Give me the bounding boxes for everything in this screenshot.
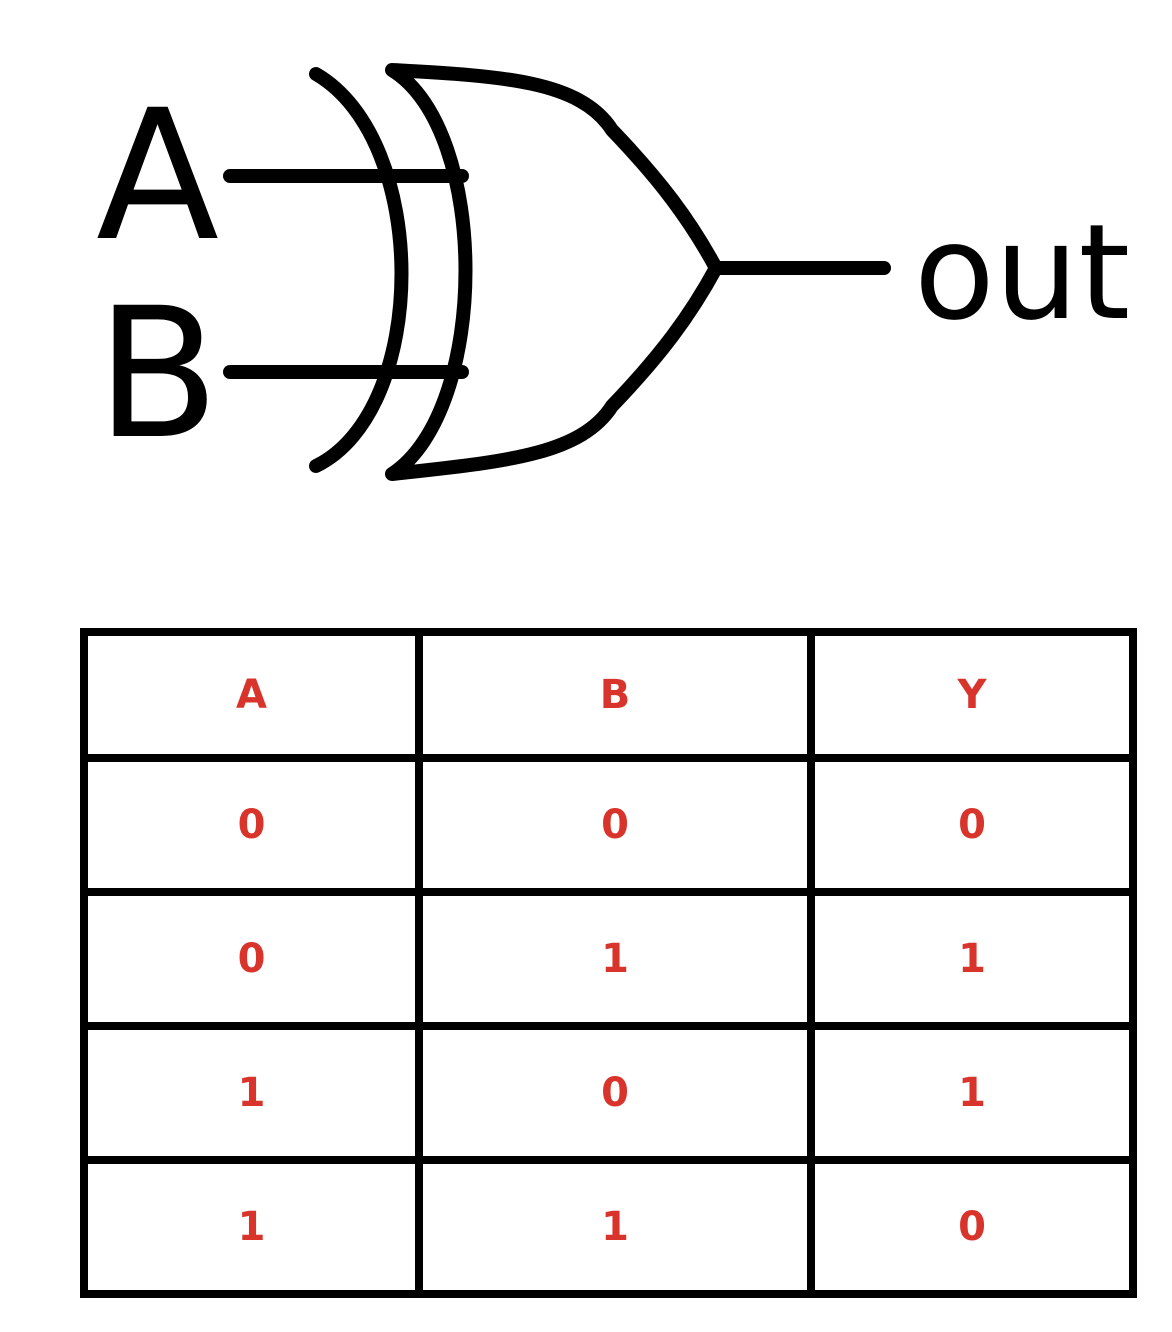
table-cell: 0 [807, 754, 1137, 896]
table-cell: 1 [80, 1022, 423, 1164]
table-cell: 0 [807, 1156, 1137, 1298]
output-label: out [914, 196, 1130, 350]
table-header-row: A B Y [80, 628, 1137, 762]
table-cell: 1 [807, 888, 1137, 1030]
table-row: 1 1 0 [80, 1156, 1137, 1298]
xor-input-curve [309, 67, 409, 473]
table-cell: 1 [807, 1022, 1137, 1164]
table-row: 0 0 0 [80, 754, 1137, 896]
table-cell: 1 [415, 888, 815, 1030]
header-cell-a: A [80, 628, 423, 762]
table-cell: 0 [415, 754, 815, 896]
input-a-label: A [96, 72, 219, 281]
header-cell-b: B [415, 628, 815, 762]
xor-gate-diagram: A B out [96, 63, 1130, 481]
table-cell: 0 [80, 754, 423, 896]
table-cell: 1 [415, 1156, 815, 1298]
truth-table: A B Y 0 0 0 0 1 1 1 0 1 1 1 0 [80, 628, 1137, 1298]
table-cell: 1 [80, 1156, 423, 1298]
table-row: 1 0 1 [80, 1022, 1137, 1164]
table-row: 0 1 1 [80, 888, 1137, 1030]
header-cell-y: Y [807, 628, 1137, 762]
table-cell: 0 [415, 1022, 815, 1164]
input-b-label: B [96, 270, 220, 479]
gate-body [385, 63, 723, 481]
table-cell: 0 [80, 888, 423, 1030]
